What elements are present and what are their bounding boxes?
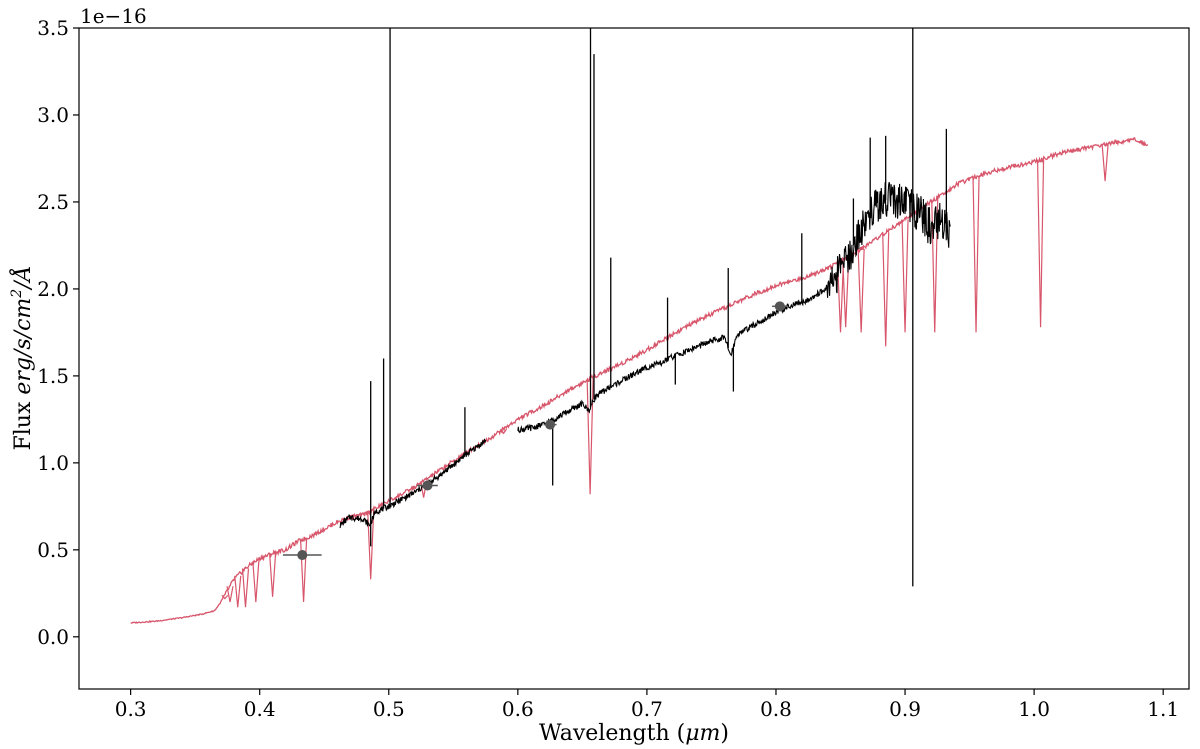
- x-tick-label-4: 0.7: [631, 697, 663, 721]
- y-axis-title-suffix: /Å: [8, 265, 36, 290]
- model-absorption-line-2: [234, 575, 242, 608]
- x-tick-label-6: 0.9: [889, 697, 921, 721]
- y-axis-title-prefix: Flux: [11, 395, 36, 451]
- model-absorption-line-4: [252, 561, 260, 603]
- model-absorption-line-16: [931, 199, 939, 333]
- y-tick-label-6: 3.0: [37, 103, 69, 127]
- model-spectrum-layer: [130, 136, 1149, 624]
- model-absorption-line-12: [842, 258, 850, 328]
- x-tick-label-0: 0.3: [115, 697, 147, 721]
- y-axis-title-units: erg/s/cm: [11, 298, 36, 395]
- x-tick-label-3: 0.6: [502, 697, 534, 721]
- model-absorption-line-7: [367, 510, 375, 580]
- observed-spectrum-segment-1: [517, 182, 951, 434]
- y-offset-text: 1e−16: [80, 4, 147, 28]
- model-absorption-line-3: [241, 568, 250, 608]
- plot-frame: [78, 27, 1190, 690]
- y-tick-label-2: 1.0: [37, 451, 69, 475]
- x-tick-label-1: 0.4: [244, 697, 276, 721]
- model-absorption-line-6: [299, 539, 308, 603]
- y-tick-label-3: 1.5: [37, 364, 69, 388]
- photometry-layer: [282, 301, 788, 561]
- model-absorption-line-17: [972, 176, 980, 333]
- y-tick-label-5: 2.5: [37, 190, 69, 214]
- model-absorption-line-0: [221, 594, 229, 600]
- observed-spectrum-segment-0: [339, 438, 487, 529]
- model-absorption-line-10: [586, 378, 594, 495]
- x-tick-label-7: 1.0: [1018, 697, 1050, 721]
- model-absorption-line-14: [882, 232, 890, 347]
- model-absorption-line-19: [1101, 144, 1109, 182]
- x-tick-label-8: 1.1: [1147, 697, 1179, 721]
- photometry-point-2: [545, 419, 556, 430]
- model-absorption-line-13: [857, 248, 865, 333]
- y-tick-label-7: 3.5: [37, 16, 69, 40]
- photometry-point-3: [774, 301, 785, 312]
- x-tick-label-2: 0.5: [373, 697, 405, 721]
- observed-spectrum-layer: [339, 28, 951, 587]
- x-axis-title-text: Wavelength (: [539, 721, 685, 746]
- y-tick-label-0: 0.0: [37, 625, 69, 649]
- model-absorption-line-1: [226, 586, 234, 603]
- x-axis-title-unit: μm: [685, 721, 720, 746]
- photometry-point-0: [297, 550, 308, 561]
- y-axis-title-exp: 2: [9, 289, 25, 299]
- x-axis-title-close: ): [720, 721, 729, 746]
- photometry-point-1: [422, 480, 433, 491]
- model-absorption-line-15: [901, 219, 909, 333]
- model-absorption-line-5: [269, 553, 277, 597]
- y-tick-label-4: 2.0: [37, 277, 69, 301]
- model-absorption-line-18: [1036, 159, 1045, 328]
- y-axis-title: Flux erg/s/cm2/Å: [8, 265, 36, 450]
- model-absorption-line-9: [500, 428, 508, 435]
- x-tick-label-5: 0.8: [760, 697, 792, 721]
- y-axis-ticks: 0.0 0.5 1.0 1.5 2.0 2.5 3.0 3.5: [37, 16, 79, 649]
- x-axis-ticks: 0.3 0.4 0.5 0.6 0.7 0.8 0.9 1.0 1.1: [115, 689, 1179, 721]
- model-absorption-line-11: [836, 261, 845, 333]
- y-tick-label-1: 0.5: [37, 538, 69, 562]
- x-axis-title: Wavelength (μm): [539, 721, 729, 746]
